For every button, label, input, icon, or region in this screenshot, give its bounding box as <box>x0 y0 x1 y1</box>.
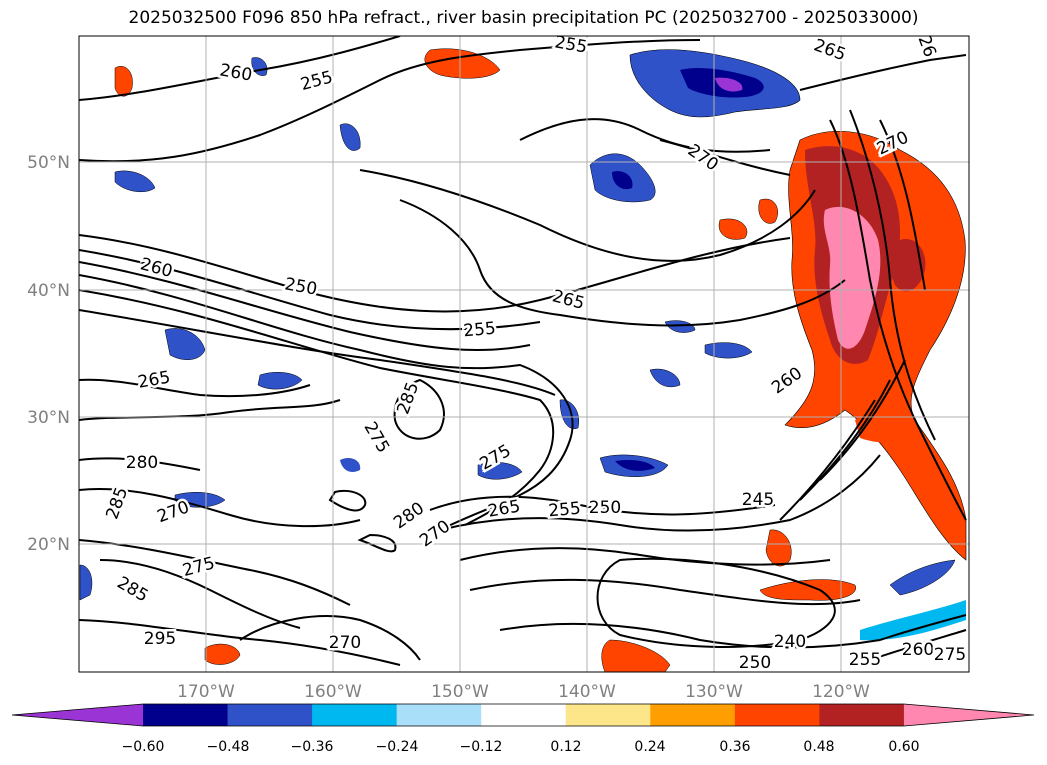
lat-label: 50°N <box>27 153 70 173</box>
colorbar-tick-label: 0.60 <box>888 739 919 755</box>
colorbar-tick-label: −0.12 <box>460 739 503 755</box>
lon-label: 120°W <box>812 682 870 702</box>
colorbar <box>11 703 1035 727</box>
colorbar-tick-label: 0.48 <box>803 739 834 755</box>
contour-label: 255 <box>548 499 582 522</box>
map-title: 2025032500 F096 850 hPa refract., river … <box>128 8 919 28</box>
contour-label: 275 <box>934 645 966 665</box>
contour-label: 260 <box>902 640 934 660</box>
lat-axis-labels: 50°N 40°N 30°N 20°N <box>27 153 70 555</box>
contour-label: 270 <box>329 633 361 653</box>
contour-label-halo: 280 <box>126 453 158 473</box>
colorbar-tick-label: −0.24 <box>376 739 419 755</box>
colorbar-bin <box>734 704 820 726</box>
contour-label: 255 <box>553 32 588 57</box>
precip-pc-fill <box>79 48 967 672</box>
lon-label: 130°W <box>685 682 743 702</box>
contour-label: 255 <box>849 650 881 670</box>
contour-label-halo: 270 <box>329 633 361 653</box>
colorbar-bin <box>312 704 398 726</box>
colorbar-tick-label: −0.36 <box>291 739 334 755</box>
lon-label: 140°W <box>558 682 616 702</box>
map-frame <box>78 35 970 673</box>
colorbar-tick-label: 0.24 <box>634 739 665 755</box>
contour-label: 295 <box>144 629 176 649</box>
colorbar-extend-max <box>903 704 1034 726</box>
contour-label: 240 <box>774 632 806 652</box>
colorbar-bin <box>565 704 651 726</box>
colorbar-bin <box>819 704 905 726</box>
colorbar-tick-labels: −0.60 −0.48 −0.36 −0.24 −0.12 0.12 0.24 … <box>122 739 920 755</box>
lon-label: 170°W <box>177 682 235 702</box>
lon-axis-labels: 170°W 160°W 150°W 140°W 130°W 120°W <box>177 682 870 702</box>
lat-label: 20°N <box>27 535 70 555</box>
contour-label-halo: 260 <box>902 640 934 660</box>
colorbar-bin <box>227 704 313 726</box>
lat-label: 40°N <box>27 281 70 301</box>
colorbar-extend-min <box>12 704 143 726</box>
contour-label-halo: 245 <box>742 490 774 510</box>
contour-label: 280 <box>126 453 158 473</box>
colorbar-bin <box>481 704 567 726</box>
contour-label-halo: 250 <box>589 498 621 518</box>
colorbar-tick-label: −0.48 <box>207 739 250 755</box>
contour-label: 250 <box>739 653 771 673</box>
colorbar-bin <box>650 704 736 726</box>
refractivity-contours <box>79 36 967 666</box>
contour-label: 250 <box>589 498 621 518</box>
contour-label-halo: 255 <box>849 650 881 670</box>
colorbar-bin <box>396 704 482 726</box>
contour-label-halo: 255 <box>548 499 582 522</box>
contour-label-halo: 250 <box>739 653 771 673</box>
colorbar-tick-label: 0.12 <box>550 739 581 755</box>
contour-label-halo: 295 <box>144 629 176 649</box>
contour-label: 255 <box>463 319 497 342</box>
colorbar-tick-label: −0.60 <box>122 739 165 755</box>
contour-label: 245 <box>742 490 774 510</box>
contour-label-halo: 240 <box>774 632 806 652</box>
contour-label: 26 <box>914 33 940 60</box>
colorbar-tick-label: 0.36 <box>719 739 750 755</box>
colorbar-outline <box>11 703 1035 727</box>
contour-label-halo: 275 <box>934 645 966 665</box>
lon-label: 150°W <box>431 682 489 702</box>
graticule <box>79 36 969 672</box>
colorbar-bin <box>143 704 229 726</box>
lat-label: 30°N <box>27 408 70 428</box>
contour-label-halo: 265 <box>486 496 521 521</box>
lon-label: 160°W <box>304 682 362 702</box>
